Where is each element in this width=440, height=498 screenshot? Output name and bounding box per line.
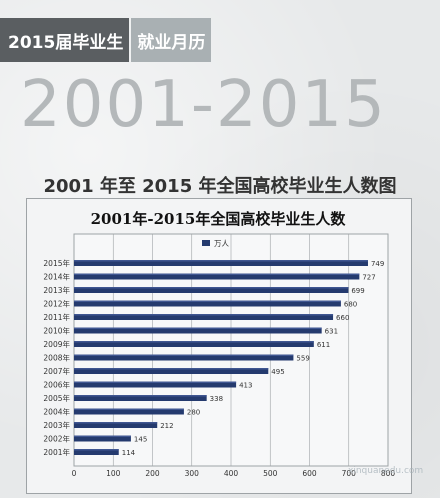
- y-tick-label: 2005年: [43, 393, 70, 403]
- bar: [74, 287, 349, 293]
- x-tick-label: 100: [106, 469, 121, 478]
- y-tick-label: 2004年: [43, 407, 70, 417]
- y-tick-label: 2009年: [43, 339, 70, 349]
- bar: [74, 354, 294, 361]
- x-tick-label: 0: [72, 469, 77, 478]
- data-label: 699: [351, 287, 364, 295]
- brand-year-label: 2015届毕业生: [0, 18, 130, 62]
- data-label: 611: [317, 341, 330, 349]
- bar-highlight: [74, 273, 360, 275]
- bar: [74, 273, 360, 280]
- x-tick-label: 700: [342, 469, 357, 478]
- bar: [74, 408, 184, 415]
- y-tick-label: 2011年: [43, 312, 70, 322]
- data-label: 413: [239, 382, 252, 390]
- y-tick-label: 2012年: [43, 299, 70, 309]
- data-label: 280: [187, 409, 200, 417]
- data-label: 727: [362, 274, 375, 282]
- data-label: 559: [296, 355, 309, 363]
- bar-highlight: [74, 408, 184, 410]
- bar-highlight: [74, 368, 269, 370]
- bar-highlight: [74, 287, 349, 289]
- y-tick-label: 2002年: [43, 434, 70, 444]
- chart-title: 2001年-2015年全国高校毕业生人数: [90, 210, 346, 228]
- data-label: 680: [344, 301, 357, 309]
- data-label: 495: [271, 368, 284, 376]
- bar-highlight: [74, 341, 314, 343]
- bar-highlight: [74, 300, 341, 302]
- x-tick-label: 400: [224, 469, 239, 478]
- bar-highlight: [74, 314, 334, 316]
- bar-highlight: [74, 354, 294, 356]
- y-tick-label: 2006年: [43, 380, 70, 390]
- data-label: 749: [371, 260, 384, 268]
- bar: [74, 449, 119, 455]
- data-label: 338: [210, 395, 223, 403]
- data-label: 145: [134, 436, 147, 444]
- bar-highlight: [74, 449, 119, 451]
- y-tick-label: 2014年: [43, 272, 70, 282]
- y-tick-label: 2008年: [43, 353, 70, 363]
- y-tick-label: 2001年: [43, 447, 70, 457]
- y-tick-label: 2015年: [43, 258, 70, 268]
- bar-highlight: [74, 435, 131, 437]
- y-tick-label: 2007年: [43, 366, 70, 376]
- bar: [74, 381, 237, 388]
- data-label: 631: [325, 328, 338, 336]
- bar: [74, 341, 314, 347]
- bar: [74, 368, 269, 374]
- data-label: 114: [122, 449, 136, 457]
- brand-bar: 2015届毕业生 就业月历: [0, 18, 212, 62]
- page-title: 2001 年至 2015 年全国高校毕业生人数图: [43, 176, 397, 197]
- year-range-heading: 2001-2015: [20, 68, 387, 142]
- x-tick-label: 600: [302, 469, 317, 478]
- bar: [74, 435, 131, 442]
- brand-tag-label: 就业月历: [131, 18, 212, 62]
- bar: [74, 327, 322, 334]
- x-tick-label: 200: [145, 469, 160, 478]
- legend-label: 万人: [214, 239, 229, 248]
- x-tick-label: 300: [185, 469, 200, 478]
- x-tick-label: 500: [263, 469, 278, 478]
- bar: [74, 300, 341, 307]
- bar-highlight: [74, 395, 207, 397]
- y-tick-label: 2010年: [43, 326, 70, 336]
- bar: [74, 260, 368, 266]
- x-tick-label: 800: [381, 469, 396, 478]
- bar: [74, 314, 334, 320]
- legend-swatch: [202, 240, 210, 246]
- data-label: 660: [336, 314, 349, 322]
- bar-highlight: [74, 381, 237, 383]
- bar-highlight: [74, 422, 158, 424]
- y-tick-label: 2013年: [43, 285, 70, 295]
- bar: [74, 395, 207, 401]
- data-label: 212: [160, 422, 173, 430]
- bar: [74, 422, 158, 428]
- bar-highlight: [74, 260, 368, 262]
- y-tick-label: 2003年: [43, 420, 70, 430]
- watermark: xinquanedu.com: [348, 466, 424, 476]
- bar-highlight: [74, 327, 322, 329]
